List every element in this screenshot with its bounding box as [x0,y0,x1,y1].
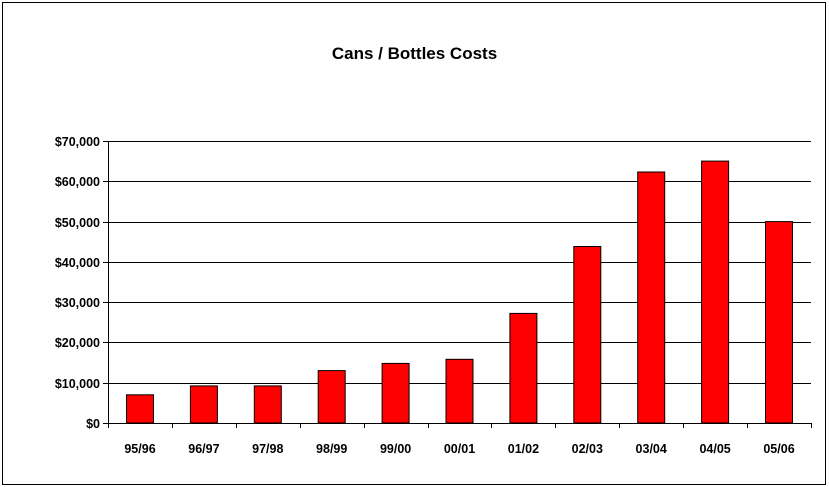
y-tick-label: $40,000 [55,256,100,270]
x-tick-label: 97/98 [252,442,283,456]
gridlines [108,141,811,384]
x-tick-labels: 95/96 96/97 97/98 98/99 99/00 00/01 01/02 02/03… [124,442,794,456]
x-tick-label: 01/02 [508,442,539,456]
y-tick-label: $70,000 [55,135,100,149]
bar-03-04 [637,171,666,424]
x-tick-label: 99/00 [380,442,411,456]
x-tick-label: 02/03 [572,442,603,456]
x-tick-label: 98/99 [316,442,347,456]
bar-01-02 [509,312,538,424]
bar-04-05 [701,160,730,424]
bar-05-06 [765,221,793,424]
bar-99-00 [381,362,410,424]
bar-95-96 [126,394,154,424]
y-tick-label: $50,000 [55,216,100,230]
y-tick-label: $60,000 [55,175,100,189]
y-tick-label: $20,000 [55,336,100,350]
x-tick-label: 00/01 [444,442,475,456]
chart-title: Cans / Bottles Costs [331,44,498,63]
y-tick-labels: $0 $10,000 $20,000 $30,000 $40,000 $50,000 $60… [55,135,100,431]
x-tick-label: 95/96 [124,442,155,456]
x-tick-label: 04/05 [699,442,730,456]
axes [103,141,812,428]
bar-98-99 [317,370,346,424]
x-tick-label: 05/06 [763,442,794,456]
x-tick-label: 96/97 [188,442,219,456]
bars [126,160,793,424]
bar-02-03 [573,246,602,424]
y-tick-label: $30,000 [55,296,100,310]
bar-97-98 [253,385,282,424]
bar-00-01 [445,358,474,424]
bar-96-97 [189,385,218,424]
y-tick-label: $10,000 [55,377,100,391]
x-tick-label: 03/04 [636,442,667,456]
y-tick-label: $0 [86,417,100,431]
